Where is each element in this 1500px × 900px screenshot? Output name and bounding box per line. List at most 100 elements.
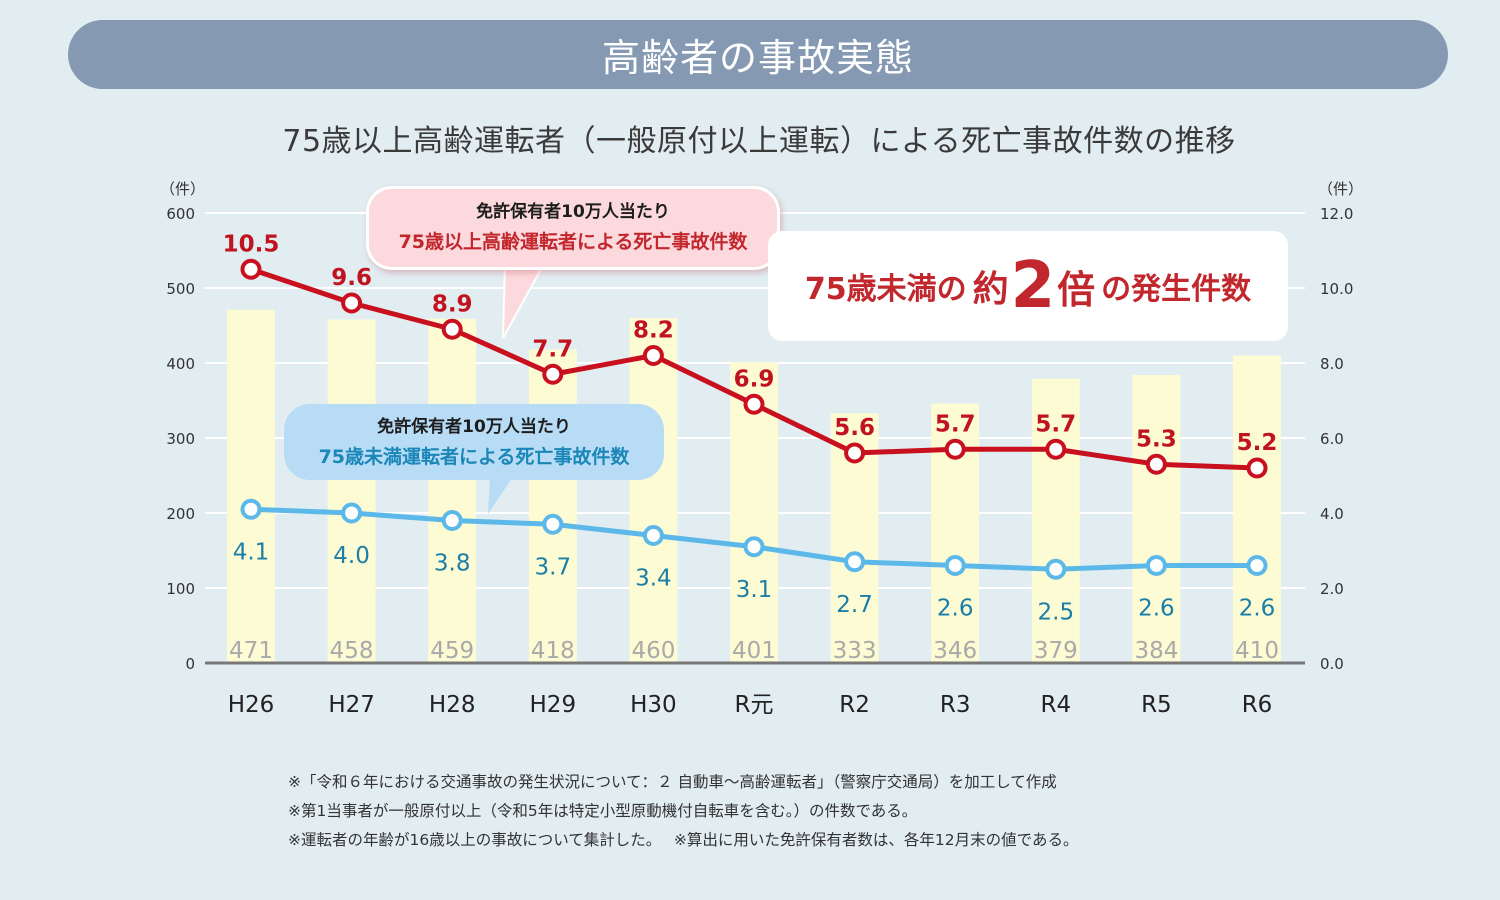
footnote: ※運転者の年齢が16歳以上の事故について集計した。 ※算出に用いた免許保有者数は…: [288, 831, 1079, 849]
left-axis-tick-label: 500: [166, 280, 195, 298]
bars: [227, 309, 1281, 663]
bar-value-label: 458: [330, 638, 374, 664]
callout-red-line1: 免許保有者10万人当たり: [476, 202, 670, 222]
footnotes: ※「令和６年における交通事故の発生状況について：２ 自動車〜高齢運転者」（警察庁…: [288, 768, 1078, 855]
right-axis-tick-label: 6.0: [1320, 430, 1344, 448]
over-75-value-label: 5.6: [834, 415, 875, 441]
under-75-value-label: 3.7: [535, 554, 572, 580]
banner-title: 高齢者の事故実態: [68, 20, 1448, 89]
blue-callout-tail: [488, 478, 512, 514]
x-axis-category-label: H29: [530, 692, 577, 718]
bar-value-label: 379: [1034, 638, 1078, 664]
bar: [1233, 355, 1281, 663]
x-axis-category-label: H26: [228, 692, 275, 718]
bar: [1031, 378, 1080, 663]
right-axis-tick-label: 0.0: [1320, 655, 1344, 673]
callout-under-75: 免許保有者10万人当たり 75歳未満運転者による死亡事故件数: [284, 404, 664, 480]
under-75-point: [441, 510, 463, 531]
over-75-value-label: 6.9: [734, 366, 775, 392]
under-75-point: [542, 513, 564, 535]
under-75-value-label: 2.6: [1239, 596, 1276, 622]
highlight-number: 2: [1010, 249, 1056, 323]
x-axis-category-label: R2: [839, 692, 870, 718]
red-callout-tail: [502, 261, 547, 339]
over-75-value-label: 5.7: [1035, 411, 1076, 437]
callout-75-and-over: 免許保有者10万人当たり 75歳以上高齢運転者による死亡事故件数: [366, 186, 780, 270]
over-75-point: [542, 363, 564, 385]
bar-value-label: 460: [631, 638, 675, 664]
under-75-point: [743, 536, 765, 558]
axes: 0 100 200 300 400 500 600 0.0 2.0 4.0 6.0 8.0 10.0 12…: [160, 180, 1363, 718]
under-75-value-label: 3.8: [434, 551, 471, 577]
under-75-point: [341, 502, 363, 524]
right-axis-tick-label: 10.0: [1320, 280, 1353, 298]
under-75-value-label: 2.7: [836, 592, 873, 618]
over-75-point: [341, 292, 363, 314]
bar-value-label: 459: [430, 638, 474, 664]
over-75-point: [441, 318, 463, 340]
right-axis-tick-label: 12.0: [1320, 205, 1353, 223]
x-axis-category-label: H27: [328, 692, 375, 718]
x-axis-category-label: R3: [940, 692, 971, 718]
over-75-value-label: 9.6: [331, 265, 372, 291]
over-75-point: [844, 442, 866, 464]
under-75-value-label: 3.4: [635, 566, 672, 592]
bar-value-label: 418: [531, 638, 575, 664]
over-75-value-label: 5.2: [1237, 430, 1278, 456]
highlight-times: 倍: [1057, 267, 1096, 312]
highlight-suffix: の発生件数: [1101, 272, 1252, 307]
data-labels: 471 458 459 418 460 401 333 346 379 384 410 4.1 4.0 3…: [223, 231, 1279, 664]
right-axis-tick-label: 2.0: [1320, 580, 1344, 598]
bar-value-label: 471: [229, 638, 273, 664]
bar: [1132, 375, 1181, 663]
over-75-point: [743, 393, 765, 415]
under-75-point: [1145, 555, 1167, 576]
x-axis-category-label: H30: [630, 692, 677, 718]
over-75-value-label: 8.9: [432, 291, 473, 317]
left-axis-tick-label: 100: [166, 580, 195, 598]
x-axis-category-label: R4: [1040, 692, 1071, 718]
over-75-point: [944, 438, 966, 460]
left-axis-tick-label: 200: [166, 505, 195, 523]
highlight-approx: 約: [972, 269, 1009, 310]
x-axis-category-label: H28: [429, 692, 476, 718]
right-axis-tick-label: 8.0: [1320, 355, 1344, 373]
left-axis-tick-label: 0: [185, 655, 195, 673]
x-axis-category-label: R5: [1141, 692, 1172, 718]
under-75-value-label: 2.5: [1038, 599, 1075, 625]
under-75-value-label: 2.6: [1138, 596, 1175, 622]
bar: [528, 349, 577, 663]
over-75-value-label: 7.7: [532, 336, 573, 362]
bar: [227, 309, 275, 663]
bar: [428, 318, 477, 663]
under-75-point: [1045, 558, 1067, 580]
highlight-annotation: 75歳未満の 約 2 倍 の発生件数: [768, 231, 1288, 341]
callout-blue-line1: 免許保有者10万人当たり: [377, 417, 571, 437]
over-75-value-label: 5.7: [935, 411, 976, 437]
over-75-point: [240, 258, 262, 280]
under-75-point: [844, 551, 866, 573]
over-75-value-label: 8.2: [633, 318, 674, 344]
right-axis-unit-label: （件）: [1318, 180, 1363, 198]
x-axis-category-label: R元: [735, 692, 774, 718]
under-75-value-label: 3.1: [736, 577, 773, 603]
under-75-point: [1246, 555, 1268, 576]
over-75-point: [642, 345, 664, 366]
footnote: ※第1当事者が一般原付以上（令和5年は特定小型原動機付自転車を含む。）の件数であ…: [288, 802, 918, 820]
left-axis-tick-label: 600: [166, 205, 195, 223]
under-75-point: [944, 555, 966, 576]
lines: [240, 258, 1268, 580]
over-75-point: [1145, 453, 1167, 475]
over-75-value-label: 10.5: [223, 231, 280, 257]
callout-blue-line2: 75歳未満運転者による死亡事故件数: [318, 446, 630, 468]
left-axis-tick-label: 300: [166, 430, 195, 448]
over-75-point: [1246, 457, 1268, 479]
left-axis-tick-label: 400: [166, 355, 195, 373]
bar: [327, 319, 376, 663]
over-75-value-label: 5.3: [1136, 426, 1177, 452]
chart-subtitle: 75歳以上高齢運転者（一般原付以上運転）による死亡事故件数の推移: [282, 124, 1236, 159]
footnote: ※「令和６年における交通事故の発生状況について：２ 自動車〜高齢運転者」（警察庁…: [288, 773, 1057, 791]
left-axis-unit-label: （件）: [160, 180, 205, 198]
